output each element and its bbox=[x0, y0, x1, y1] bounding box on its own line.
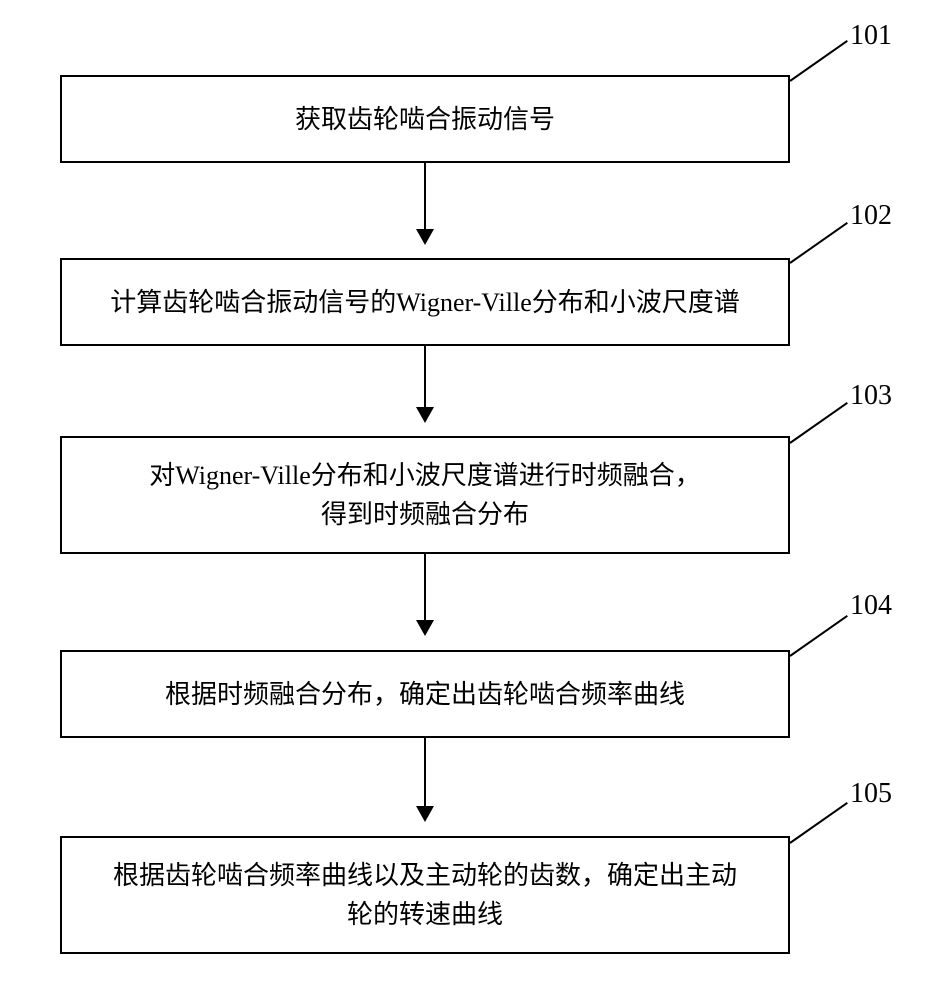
flow-step-text: 根据齿轮啮合频率曲线以及主动轮的齿数，确定出主动 轮的转速曲线 bbox=[113, 856, 737, 934]
flow-step-102: 计算齿轮啮合振动信号的Wigner-Ville分布和小波尺度谱 bbox=[60, 258, 790, 346]
flow-step-text: 计算齿轮啮合振动信号的Wigner-Ville分布和小波尺度谱 bbox=[110, 283, 740, 322]
label-connector-line bbox=[789, 402, 847, 444]
label-connector-line bbox=[789, 615, 847, 657]
flow-arrow-3 bbox=[424, 554, 426, 634]
step-label-102: 102 bbox=[850, 200, 892, 232]
flow-step-101: 获取齿轮啮合振动信号 bbox=[60, 75, 790, 163]
flow-step-104: 根据时频融合分布，确定出齿轮啮合频率曲线 bbox=[60, 650, 790, 738]
flowchart-container: 获取齿轮啮合振动信号 计算齿轮啮合振动信号的Wigner-Ville分布和小波尺… bbox=[0, 0, 936, 1000]
label-connector-line bbox=[789, 802, 847, 844]
flow-step-103: 对Wigner-Ville分布和小波尺度谱进行时频融合， 得到时频融合分布 bbox=[60, 436, 790, 554]
flow-step-text: 根据时频融合分布，确定出齿轮啮合频率曲线 bbox=[165, 675, 685, 714]
flow-step-text: 获取齿轮啮合振动信号 bbox=[295, 100, 555, 139]
flow-step-text: 对Wigner-Ville分布和小波尺度谱进行时频融合， 得到时频融合分布 bbox=[149, 456, 701, 534]
flow-step-105: 根据齿轮啮合频率曲线以及主动轮的齿数，确定出主动 轮的转速曲线 bbox=[60, 836, 790, 954]
flow-arrow-2 bbox=[424, 346, 426, 421]
step-label-103: 103 bbox=[850, 380, 892, 412]
flow-arrow-4 bbox=[424, 738, 426, 820]
step-label-104: 104 bbox=[850, 590, 892, 622]
label-connector-line bbox=[789, 222, 847, 264]
step-label-105: 105 bbox=[850, 778, 892, 810]
label-connector-line bbox=[789, 40, 847, 82]
flow-arrow-1 bbox=[424, 163, 426, 243]
step-label-101: 101 bbox=[850, 20, 892, 52]
